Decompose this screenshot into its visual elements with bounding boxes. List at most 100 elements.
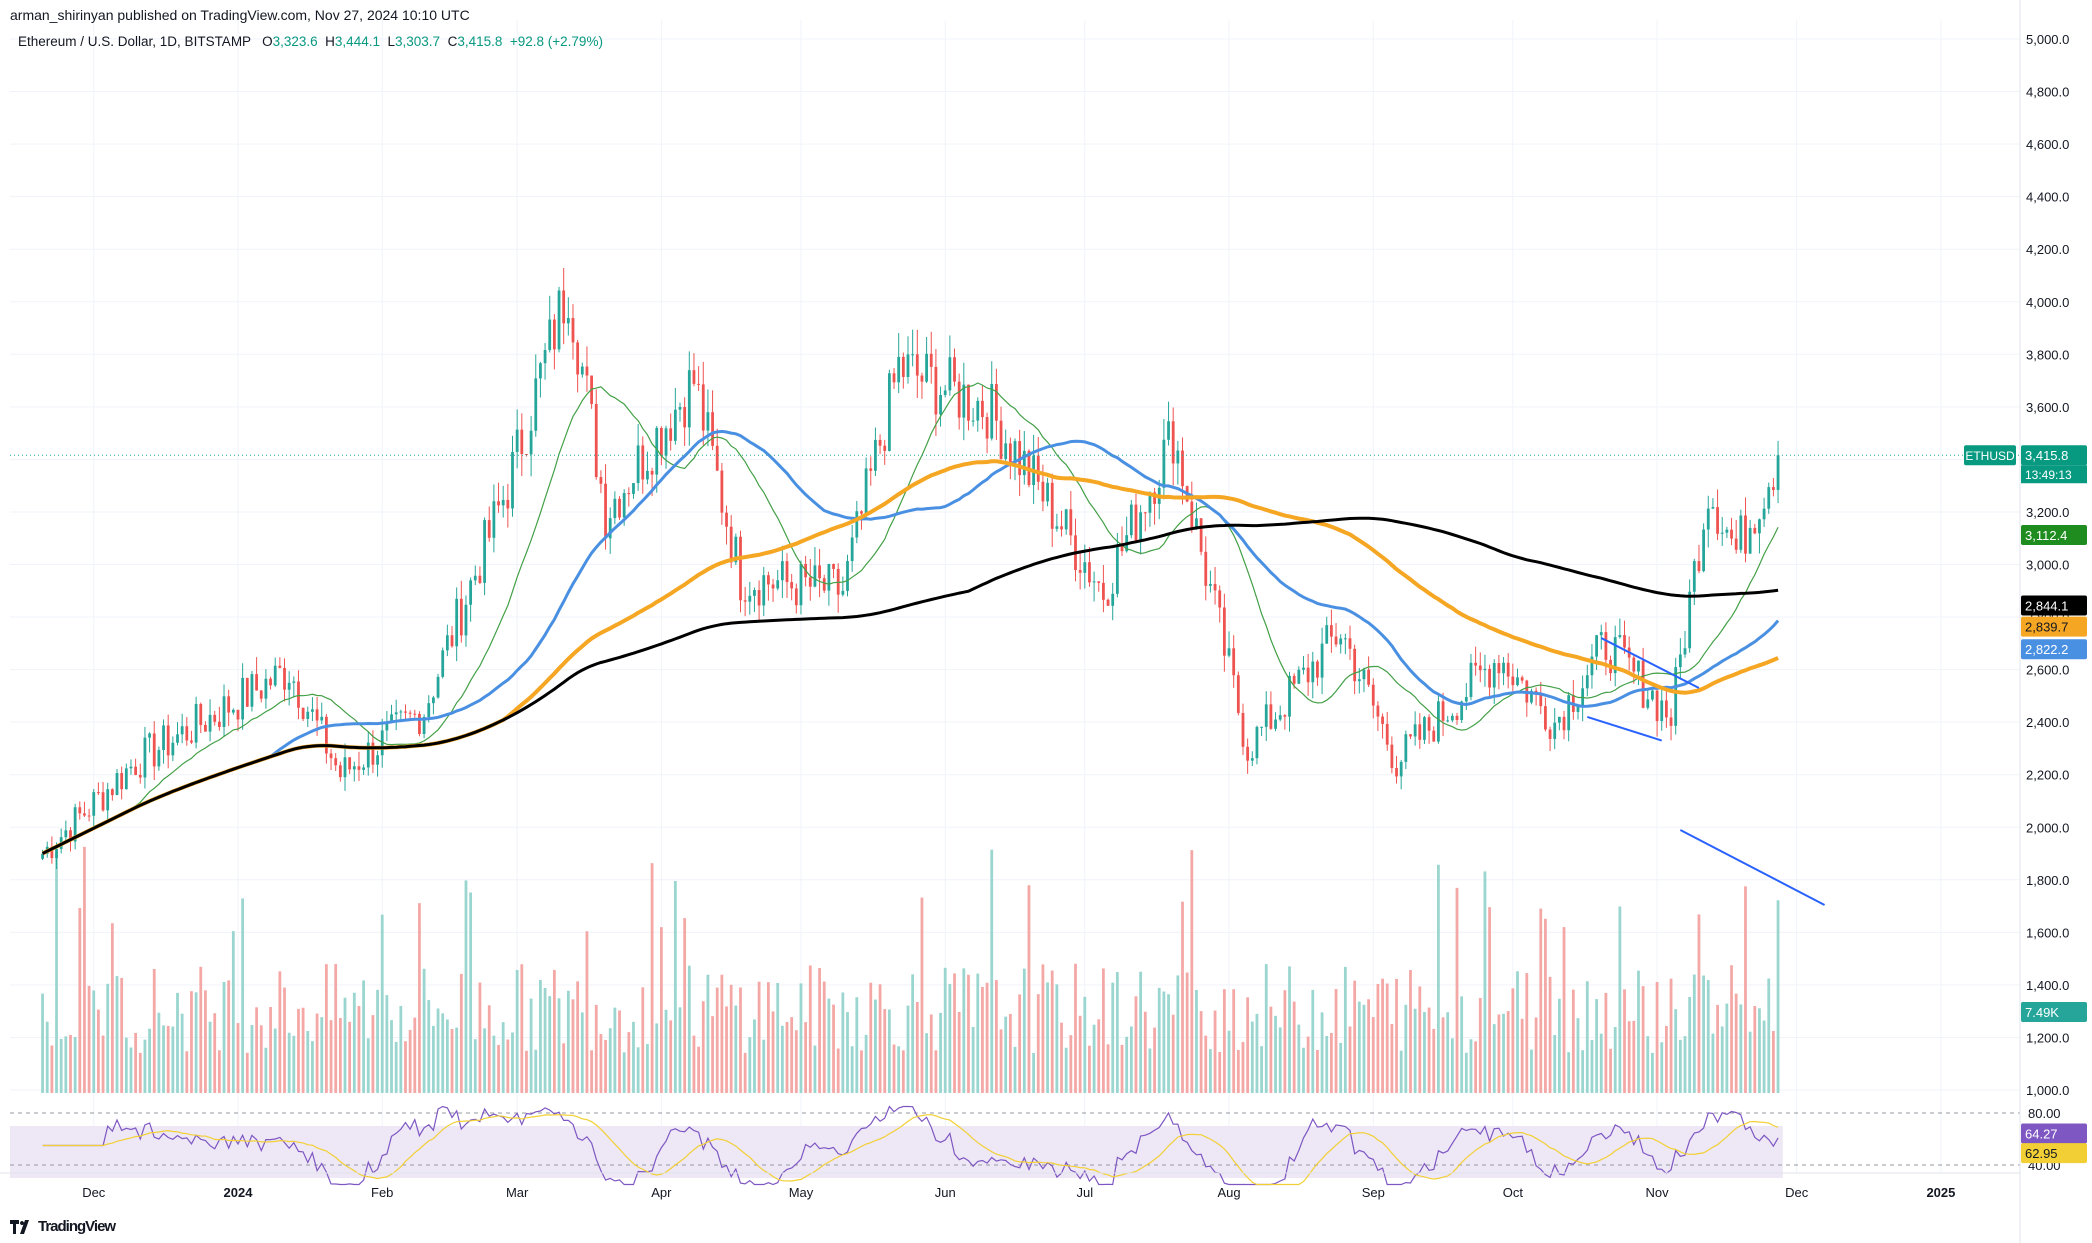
volume-bar (1744, 886, 1747, 1093)
volume-bar (1492, 1024, 1496, 1093)
candle-body (580, 366, 584, 375)
volume-bar (1637, 970, 1640, 1093)
candle-body (1706, 508, 1710, 530)
volume-bar (390, 1020, 393, 1093)
candle-body (701, 384, 705, 431)
candle-body (981, 400, 984, 418)
volume-bar (1590, 1040, 1594, 1093)
time-axis-label: Sep (1362, 1185, 1385, 1200)
volume-bar (1437, 864, 1440, 1093)
candle-body (1190, 501, 1194, 528)
volume-bar (273, 1028, 277, 1093)
volume-bar (664, 1009, 668, 1093)
volume-bar (176, 992, 179, 1093)
candle-body (1711, 507, 1715, 509)
candle-body (683, 407, 687, 428)
volume-bar (213, 1013, 217, 1093)
candle-body (734, 536, 738, 563)
candle-body (515, 429, 519, 452)
candle-body (320, 716, 324, 721)
candle-body (1246, 746, 1250, 761)
candle-body (1613, 637, 1617, 674)
candle-body (1381, 716, 1384, 724)
volume-bar (785, 1021, 789, 1093)
candle-body (1762, 508, 1766, 520)
volume-bar (469, 892, 473, 1093)
candle-body (1343, 638, 1347, 640)
volume-bar (1502, 1013, 1505, 1093)
volume-bar (292, 1035, 296, 1093)
volume-bar (343, 997, 347, 1093)
volume-bar (636, 1047, 640, 1093)
volume-bar (780, 1025, 784, 1093)
candle-body (539, 363, 542, 379)
candle-body (1134, 504, 1138, 541)
volume-bar (1032, 1052, 1036, 1093)
candle-body (1678, 654, 1682, 668)
candle-body (1232, 648, 1236, 676)
candle-body (1623, 635, 1626, 648)
candle-body (1255, 726, 1259, 759)
volume-bar (608, 1028, 612, 1093)
volume-bar (1655, 981, 1659, 1093)
candle-body (860, 511, 863, 514)
volume-bar (334, 964, 338, 1093)
candle-body (1399, 761, 1403, 777)
volume-bar (1213, 1010, 1217, 1093)
candle-body (692, 370, 696, 384)
price-tick-label: 4,200.0 (2026, 242, 2069, 257)
price-tick-label: 2,000.0 (2026, 820, 2069, 835)
volume-bar (1306, 1036, 1310, 1093)
candle-body (1292, 675, 1296, 684)
candle-body (1250, 758, 1254, 761)
volume-bar (157, 1012, 161, 1093)
candle-body (1218, 590, 1222, 608)
volume-bar (1139, 971, 1143, 1093)
volume-bar (134, 1032, 138, 1093)
volume-bar (1627, 1021, 1631, 1093)
volume-bar (115, 976, 119, 1093)
volume-bar (901, 1050, 905, 1093)
candle-body (1767, 487, 1771, 509)
volume-bar (1469, 1039, 1473, 1093)
volume-bar (641, 987, 645, 1093)
volume-bar (1227, 1030, 1231, 1093)
volume-bar (1516, 971, 1519, 1093)
candle-body (450, 635, 454, 647)
candle-body (278, 665, 282, 668)
candle-body (1083, 562, 1087, 573)
price-tick-label: 4,800.0 (2026, 85, 2069, 100)
volume-bar (534, 1049, 538, 1093)
volume-bar (1162, 991, 1166, 1093)
volume-bar (1176, 975, 1180, 1093)
volume-bar (1143, 1011, 1147, 1093)
candle-body (1604, 632, 1608, 660)
volume-bar (1409, 970, 1412, 1093)
candle-body (1437, 701, 1440, 742)
volume-bar (320, 1017, 324, 1093)
candle-body (157, 749, 161, 767)
candle-body (739, 536, 742, 601)
volume-bar (1185, 972, 1189, 1093)
candle-body (101, 792, 105, 811)
time-axis-label: Dec (82, 1185, 106, 1200)
volume-bar (408, 1029, 412, 1093)
candle-body (180, 726, 184, 735)
candle-body (1534, 690, 1538, 693)
candle-body (1450, 715, 1454, 721)
volume-bar (194, 992, 198, 1093)
volume-bar (124, 1037, 128, 1093)
candle-body (1692, 561, 1696, 592)
volume-bar (590, 1050, 593, 1093)
volume-bar (1571, 989, 1575, 1093)
candle-body (287, 682, 291, 690)
volume-bar (473, 1039, 477, 1093)
candle-body (1772, 487, 1775, 490)
candle-body (976, 400, 980, 421)
candle-body (394, 712, 398, 715)
candle-body (943, 390, 947, 395)
candle-body (236, 709, 240, 720)
ma100-price-value: 2,839.7 (2025, 620, 2068, 635)
candle-body (552, 319, 556, 350)
